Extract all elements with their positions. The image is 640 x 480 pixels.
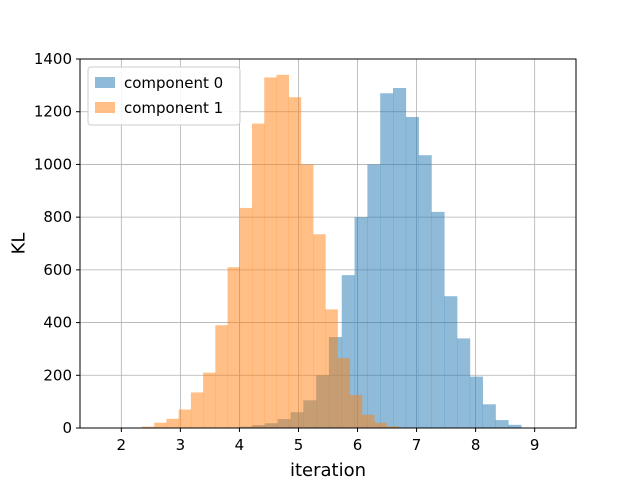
bar-series-1 bbox=[190, 392, 204, 428]
x-axis-label: iteration bbox=[290, 460, 366, 480]
bar-series-1 bbox=[362, 414, 375, 428]
bar-series-1 bbox=[142, 426, 155, 428]
x-tick-label: 2 bbox=[117, 436, 127, 454]
plot-frame bbox=[79, 58, 577, 429]
bar-series-1 bbox=[313, 234, 326, 428]
x-tick-label: 8 bbox=[471, 436, 481, 454]
legend-box bbox=[87, 66, 241, 126]
y-tick-label: 1200 bbox=[34, 103, 72, 121]
x-tick-label: 6 bbox=[353, 436, 363, 454]
bar-series-1 bbox=[239, 207, 253, 428]
y-tick-label: 0 bbox=[62, 419, 72, 437]
bar-series-1 bbox=[288, 97, 302, 428]
bar-series-1 bbox=[178, 409, 192, 428]
ticks: 2 3 4 5 6 7 8 9 0 200 400 600 800 1000 1200 1400 bbox=[34, 50, 540, 454]
bar-series-0 bbox=[495, 420, 509, 428]
bar-series-1 bbox=[300, 164, 314, 428]
legend: component 0 component 1 bbox=[87, 66, 241, 126]
bar-series-1 bbox=[264, 77, 277, 428]
bar-series-1 bbox=[325, 309, 338, 428]
y-tick-label: 200 bbox=[43, 366, 72, 384]
bar-series-0 bbox=[482, 404, 496, 428]
bar-series-1 bbox=[374, 422, 387, 428]
x-tick-label: 7 bbox=[412, 436, 422, 454]
bar-series-0 bbox=[354, 217, 368, 428]
y-tick-label: 600 bbox=[43, 261, 72, 279]
legend-swatch bbox=[95, 77, 115, 88]
bar-series-1 bbox=[337, 358, 351, 428]
y-tick-label: 400 bbox=[43, 314, 72, 332]
bar-series-0 bbox=[418, 155, 432, 429]
bar-series-1 bbox=[252, 123, 265, 428]
x-tick-label: 5 bbox=[294, 436, 304, 454]
bar-series-0 bbox=[405, 116, 419, 428]
y-axis-label: KL bbox=[8, 233, 29, 255]
bar-series-0 bbox=[469, 376, 484, 428]
bar-series-1 bbox=[386, 426, 399, 428]
bar-series-1 bbox=[276, 74, 289, 429]
bar-series-1 bbox=[215, 325, 228, 428]
bar-series-1 bbox=[203, 372, 216, 428]
x-tick-label: 4 bbox=[235, 436, 245, 454]
legend-swatch bbox=[95, 102, 115, 113]
y-tick-label: 1000 bbox=[34, 155, 72, 173]
y-tick-label: 800 bbox=[43, 208, 72, 226]
bars bbox=[142, 74, 522, 429]
bar-series-1 bbox=[227, 267, 241, 428]
bar-series-0 bbox=[393, 87, 407, 428]
x-tick-label: 3 bbox=[176, 436, 186, 454]
bar-series-1 bbox=[154, 422, 167, 428]
x-tick-label: 9 bbox=[530, 436, 540, 454]
bar-series-0 bbox=[431, 211, 445, 428]
bar-series-0 bbox=[508, 424, 522, 428]
bar-series-1 bbox=[349, 395, 363, 428]
y-tick-label: 1400 bbox=[34, 50, 72, 68]
bar-series-0 bbox=[444, 296, 458, 428]
bar-series-0 bbox=[367, 164, 381, 428]
bar-series-0 bbox=[457, 338, 471, 428]
legend-label: component 1 bbox=[124, 99, 223, 117]
bar-series-1 bbox=[166, 418, 179, 428]
legend-label: component 0 bbox=[124, 74, 223, 92]
bar-series-0 bbox=[380, 93, 394, 428]
